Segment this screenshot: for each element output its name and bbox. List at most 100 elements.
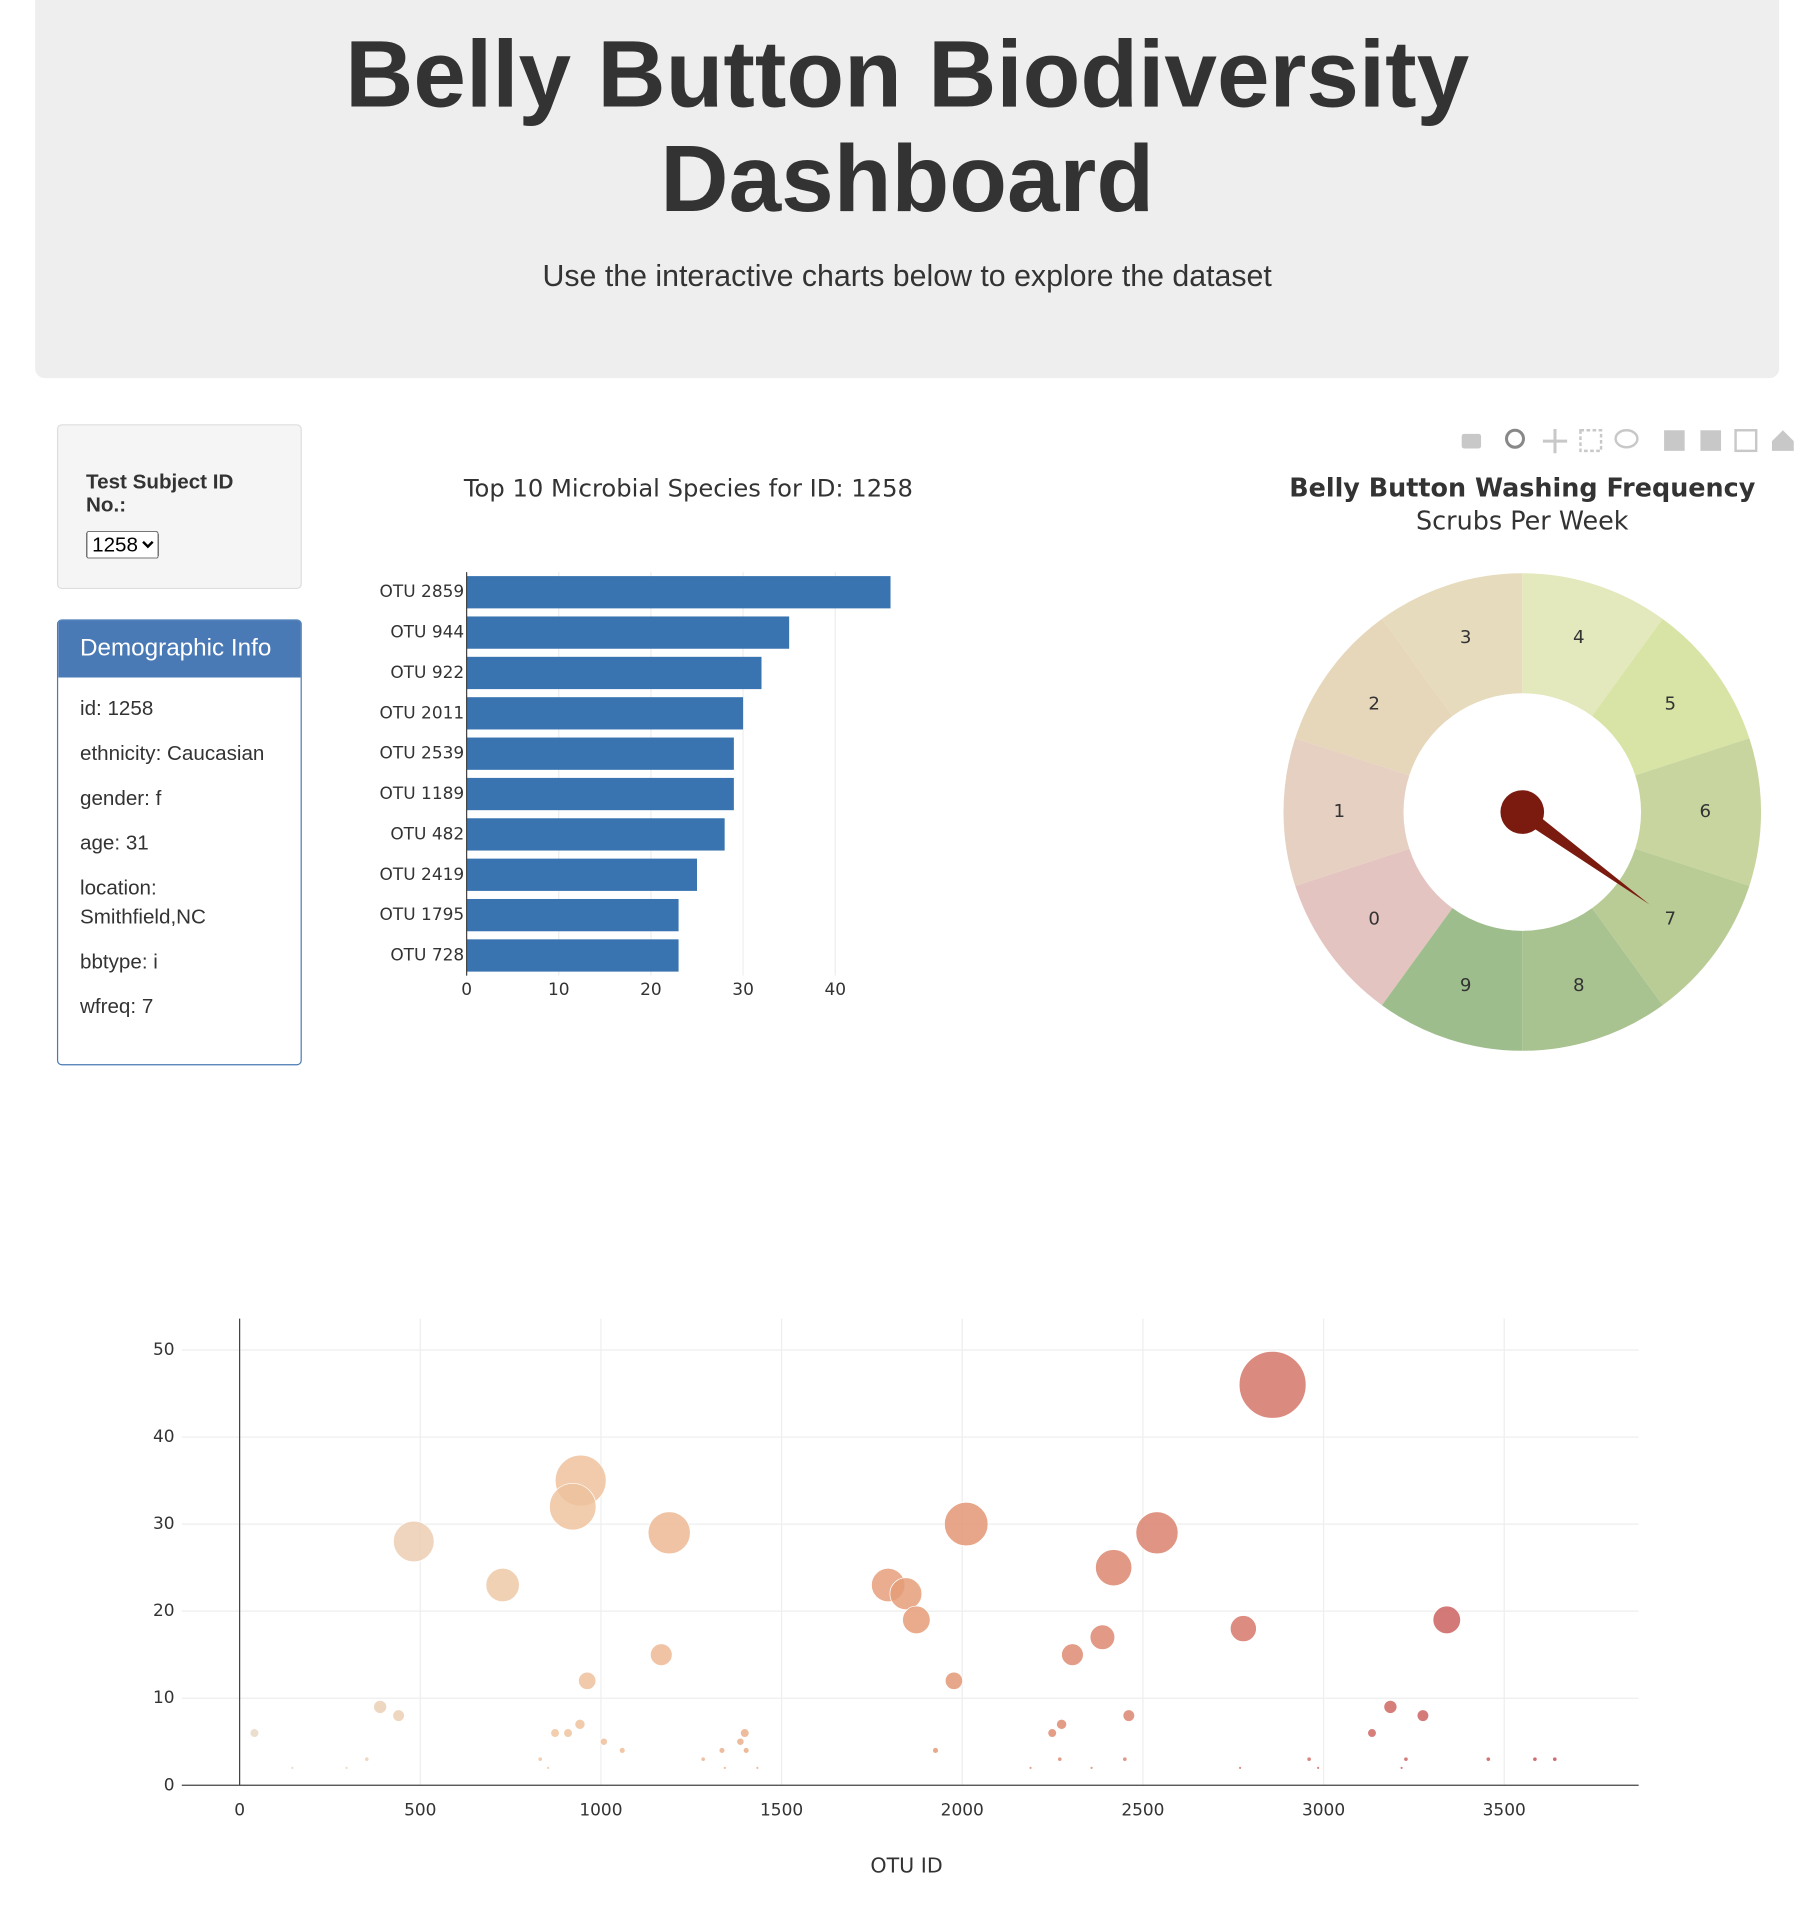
- bubble: [647, 1511, 691, 1555]
- demographic-item: gender: f: [79, 786, 162, 810]
- reset-icon[interactable]: [1771, 430, 1794, 451]
- selector-label: Test Subject ID No.:: [86, 470, 234, 517]
- bubble: [1057, 1756, 1063, 1762]
- pan-icon[interactable]: [1542, 429, 1568, 454]
- bubble: [718, 1747, 726, 1754]
- bubble: [1135, 1511, 1179, 1555]
- zoom-icon[interactable]: [1505, 428, 1525, 449]
- gauge-sector: [1295, 618, 1453, 776]
- bubble: [373, 1700, 388, 1714]
- bubble: [364, 1756, 370, 1762]
- demographic-item: bbtype: i: [79, 950, 158, 974]
- gauge-label: 1: [1333, 801, 1345, 822]
- select-icon[interactable]: [1579, 429, 1603, 453]
- bubble: [944, 1501, 989, 1547]
- bubble: [1122, 1709, 1135, 1722]
- y-tick-label: OTU 922: [390, 662, 464, 682]
- demographic-item: location: Smithfield,NC: [79, 876, 206, 929]
- gauge-sector: [1295, 848, 1453, 1006]
- bar: [466, 777, 734, 811]
- x-tick-label: 20: [640, 979, 662, 999]
- zoom-in-icon[interactable]: [1664, 430, 1685, 451]
- x-tick-label: 0: [461, 979, 472, 999]
- bubble: [1095, 1549, 1133, 1587]
- bubble: [1367, 1728, 1377, 1738]
- bar: [466, 697, 744, 730]
- demographic-item: id: 1258: [79, 696, 154, 720]
- bar: [466, 818, 725, 851]
- y-tick-label: 40: [153, 1426, 175, 1446]
- x-tick-label: 500: [404, 1800, 436, 1820]
- lasso-icon[interactable]: [1614, 429, 1639, 449]
- gauge-sector: [1592, 848, 1750, 1006]
- bar: [466, 656, 762, 690]
- gauge-label: 7: [1665, 909, 1677, 930]
- bubble: [549, 1483, 597, 1531]
- y-tick-label: 20: [153, 1600, 175, 1620]
- x-tick-label: 1000: [579, 1800, 622, 1820]
- bubble: [1532, 1756, 1538, 1762]
- bubble: [485, 1567, 520, 1603]
- zoom-out-icon[interactable]: [1700, 430, 1722, 451]
- gauge-sector: [1522, 573, 1663, 716]
- gauge-sector: [1381, 908, 1523, 1051]
- bar: [466, 898, 679, 932]
- bubble: [755, 1766, 760, 1770]
- x-tick-label: 30: [732, 979, 754, 999]
- gauge-hub: [1500, 790, 1545, 834]
- y-tick-label: OTU 2011: [380, 702, 465, 722]
- camera-icon[interactable]: [1461, 433, 1482, 449]
- gauge-sector: [1592, 618, 1750, 776]
- bubble: [700, 1756, 706, 1762]
- subject-select[interactable]: 1258: [86, 530, 159, 559]
- bubble: [578, 1671, 597, 1690]
- bar: [466, 858, 698, 891]
- bubble: [1383, 1700, 1398, 1714]
- chart-title: Top 10 Microbial Species for ID: 1258: [463, 474, 913, 503]
- bubble: [574, 1718, 586, 1730]
- x-tick-label: 3500: [1483, 1800, 1526, 1820]
- bubble: [1028, 1766, 1033, 1770]
- x-tick-label: 2500: [1121, 1800, 1164, 1820]
- bubble: [889, 1577, 923, 1611]
- gauge-label: 5: [1665, 693, 1677, 714]
- gauge-label: 9: [1460, 975, 1472, 996]
- bubble: [1061, 1643, 1084, 1666]
- bubble: [932, 1747, 939, 1754]
- gauge-sector: [1283, 738, 1410, 886]
- bubble: [1089, 1624, 1116, 1651]
- bubble: [599, 1737, 608, 1746]
- y-tick-label: OTU 728: [390, 944, 464, 964]
- y-tick-label: 50: [153, 1339, 175, 1359]
- bar: [466, 737, 734, 770]
- bubble: [1485, 1756, 1491, 1762]
- bubble: [537, 1756, 543, 1762]
- y-tick-label: OTU 482: [390, 823, 464, 843]
- bubble: [1089, 1766, 1094, 1770]
- header: Belly Button Biodiversity Dashboard Use …: [35, 0, 1780, 379]
- autoscale-icon[interactable]: [1734, 429, 1758, 453]
- gauge-sector: [1635, 738, 1762, 886]
- bubble: [1399, 1766, 1404, 1770]
- bubble: [723, 1766, 727, 1770]
- demographic-item: ethnicity: Caucasian: [79, 741, 265, 765]
- bubble: [550, 1728, 560, 1738]
- demographic-item: wfreq: 7: [79, 995, 154, 1019]
- bubble: [1316, 1766, 1320, 1770]
- x-tick-label: 3000: [1302, 1800, 1345, 1820]
- gauge-label: 4: [1573, 627, 1585, 648]
- selector-panel: Test Subject ID No.: 1258: [56, 424, 302, 590]
- bubble: [546, 1766, 550, 1770]
- bubble: [249, 1728, 260, 1738]
- modebar: [1461, 428, 1794, 454]
- gauge-label: 2: [1368, 693, 1380, 714]
- bubble: [618, 1747, 626, 1754]
- bubble: [392, 1709, 405, 1722]
- bubble: [1552, 1756, 1558, 1762]
- chart-title: Belly Button Washing Frequency: [1289, 474, 1756, 504]
- bubble: [290, 1766, 295, 1770]
- x-axis-title: OTU ID: [870, 1853, 942, 1877]
- bubble: [1122, 1756, 1128, 1762]
